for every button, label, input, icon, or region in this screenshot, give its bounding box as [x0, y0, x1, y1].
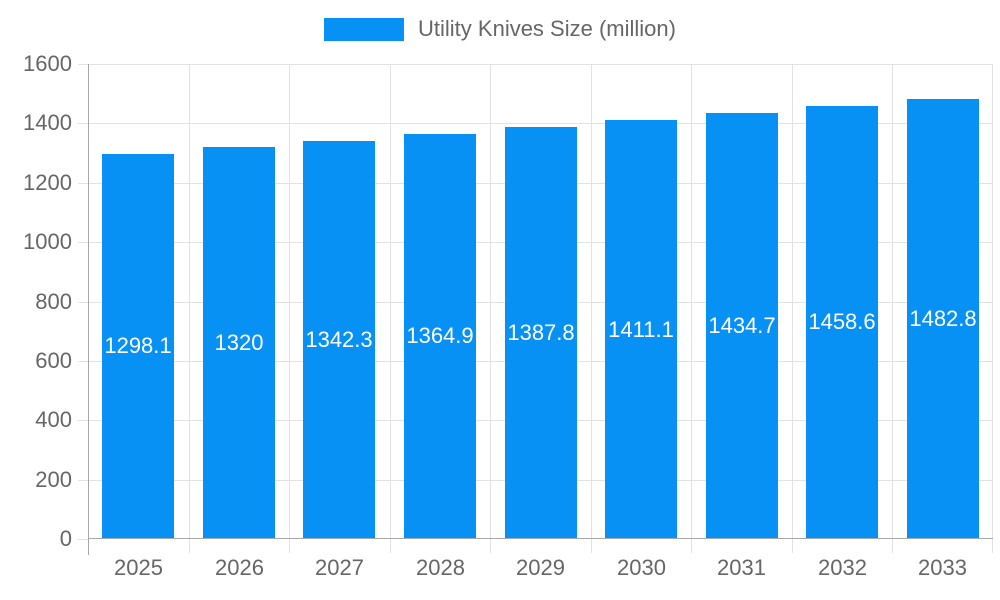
x-tick-label: 2026	[215, 555, 264, 580]
x-tick	[490, 539, 491, 553]
y-tick-label: 1600	[23, 50, 72, 76]
bar-2031[interactable]: 1434.7	[706, 113, 778, 539]
gridline-v	[591, 64, 592, 539]
y-tick-label: 1000	[23, 229, 72, 255]
y-tick-label: 800	[35, 288, 72, 314]
gridline-v	[792, 64, 793, 539]
x-tick	[390, 539, 391, 553]
gridline-v	[892, 64, 893, 539]
bar-2025[interactable]: 1298.1	[102, 153, 174, 539]
x-axis-line	[88, 538, 993, 539]
bar-2030[interactable]: 1411.1	[605, 120, 677, 539]
x-tick	[591, 539, 592, 553]
x-tick	[992, 539, 993, 553]
bar-value-label: 1434.7	[708, 313, 776, 339]
x-tick	[289, 539, 290, 553]
bar-value-label: 1342.3	[305, 326, 373, 352]
x-tick-label: 2025	[114, 555, 163, 580]
x-axis-labels: 2025 2026 2027 2028 2029 2030 2031 2032 2033	[88, 555, 993, 586]
x-tick-label: 2029	[516, 555, 565, 580]
x-tick	[792, 539, 793, 553]
y-tick	[78, 360, 88, 362]
y-tick-label: 400	[35, 407, 72, 433]
gridline-v	[189, 64, 190, 539]
y-axis-labels: 0 200 400 600 800 1000 1200 1400 1600	[0, 51, 72, 550]
bar-2029[interactable]: 1387.8	[505, 127, 577, 539]
bar-value-label: 1482.8	[909, 305, 977, 331]
gridline-v	[691, 64, 692, 539]
y-tick-label: 1400	[23, 110, 72, 136]
gridline-v	[490, 64, 491, 539]
y-axis-line	[88, 64, 89, 555]
y-tick	[78, 420, 88, 422]
x-tick-label: 2033	[918, 555, 967, 580]
y-tick	[78, 123, 88, 125]
plot-area: 1298.1 1320 1342.3 1364.9 1387.8 1411.1 1434.7…	[78, 64, 993, 555]
bar-value-label: 1298.1	[104, 333, 172, 359]
x-tick-label: 2028	[416, 555, 465, 580]
bar-2026[interactable]: 1320	[203, 147, 275, 539]
y-tick-label: 200	[35, 466, 72, 492]
y-tick	[78, 64, 88, 65]
legend-item[interactable]: Utility Knives Size (million)	[0, 16, 1000, 42]
gridline-h	[88, 64, 993, 65]
x-tick-label: 2027	[315, 555, 364, 580]
bar-2033[interactable]: 1482.8	[907, 98, 979, 539]
bar-2028[interactable]: 1364.9	[404, 133, 476, 539]
bar-value-label: 1387.8	[507, 320, 575, 345]
bar-value-label: 1364.9	[406, 323, 474, 349]
y-tick	[78, 242, 88, 244]
x-tick-label: 2031	[717, 555, 766, 580]
y-tick-label: 0	[59, 525, 72, 551]
x-tick-label: 2030	[617, 555, 666, 580]
bar-value-label: 1320	[214, 330, 264, 356]
y-tick	[78, 182, 88, 184]
gridline-v	[289, 64, 290, 539]
x-tick	[691, 539, 692, 553]
gridline-v	[390, 64, 391, 539]
bar-value-label: 1458.6	[808, 309, 876, 335]
y-tick-label: 1200	[23, 169, 72, 195]
bar-value-label: 1411.1	[608, 316, 674, 342]
bar-2032[interactable]: 1458.6	[806, 105, 878, 539]
gridline-v	[992, 64, 993, 539]
y-tick	[78, 539, 88, 540]
x-tick-label: 2032	[818, 555, 867, 580]
y-tick	[78, 479, 88, 481]
x-tick	[892, 539, 893, 553]
y-tick	[78, 301, 88, 303]
bar-2027[interactable]: 1342.3	[303, 140, 375, 539]
x-tick	[189, 539, 190, 553]
legend-swatch	[324, 17, 405, 41]
legend-label: Utility Knives Size (million)	[418, 16, 676, 41]
y-tick-label: 600	[35, 347, 72, 373]
gridline-h	[88, 123, 993, 125]
